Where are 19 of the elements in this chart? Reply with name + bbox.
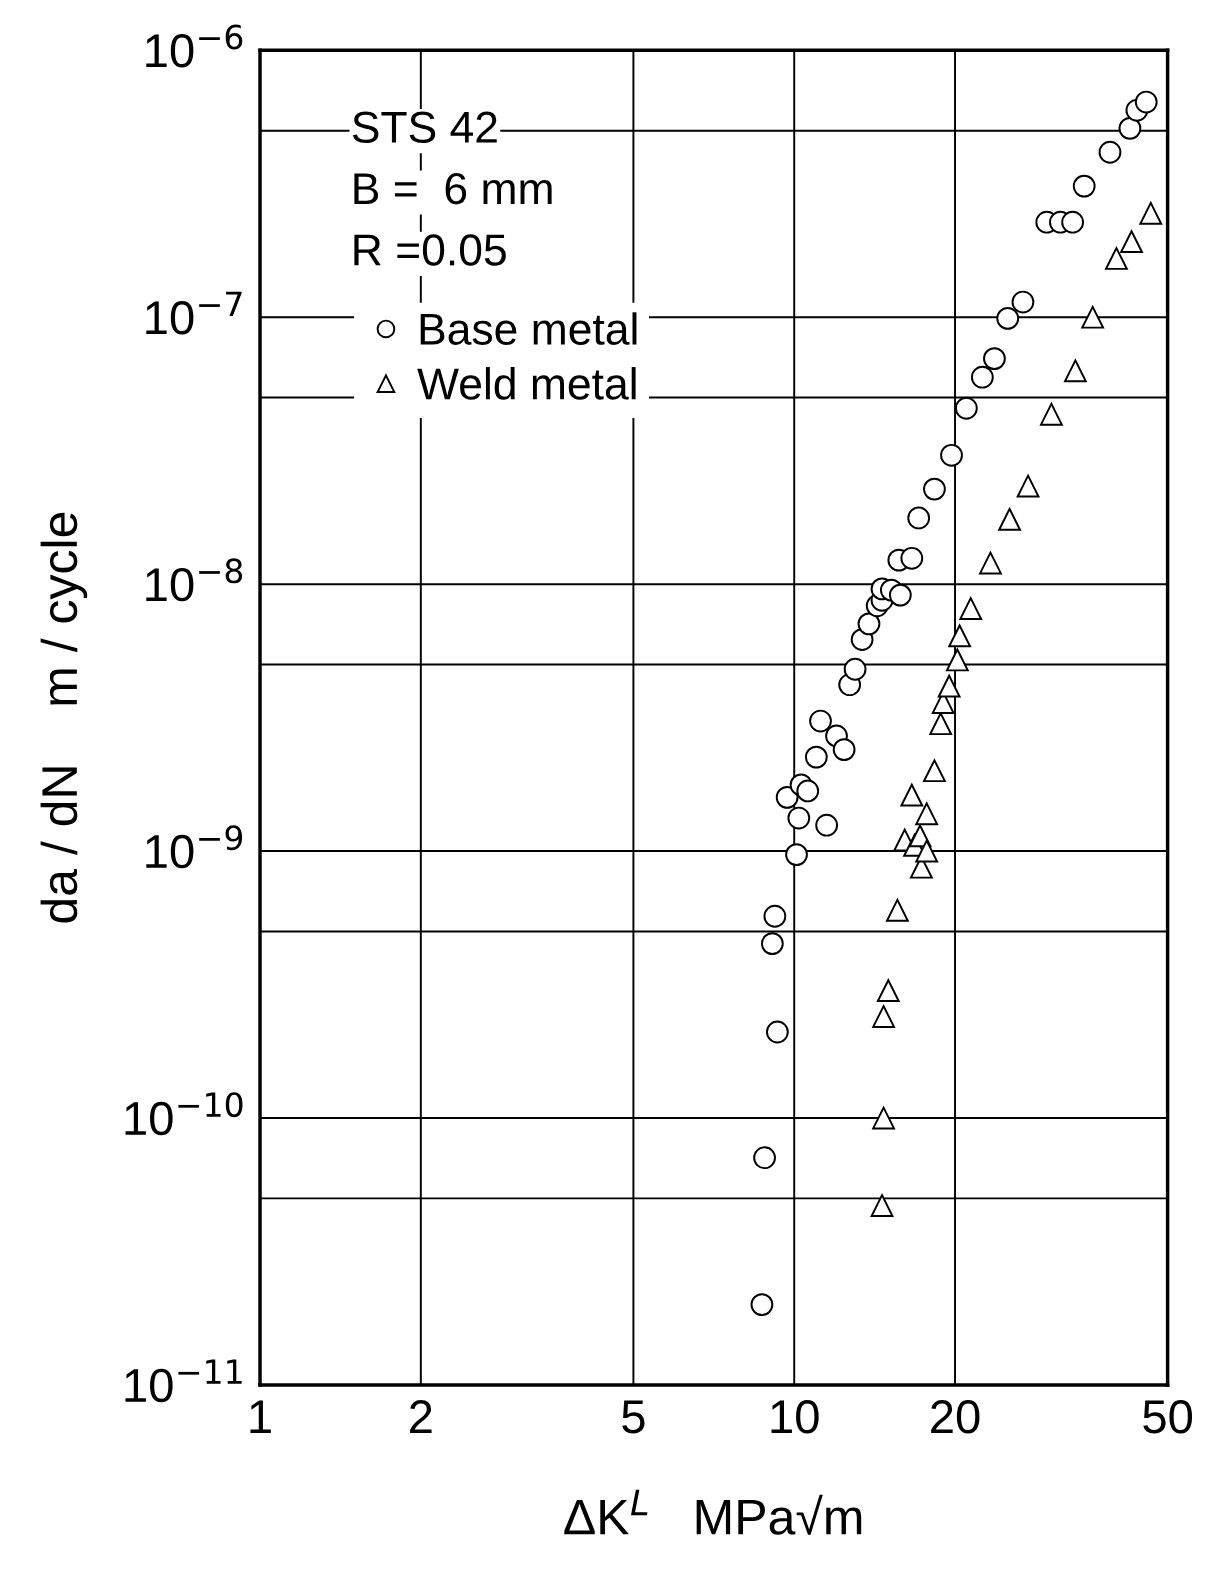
- y-tick-label: 10$^{−6}$: [146, 24, 243, 68]
- x-tick-label: 5: [622, 1400, 645, 1434]
- x-tick-label: 2: [410, 1400, 432, 1434]
- annotation: B = 6 mm: [354, 172, 552, 205]
- x-tick-label: 10: [771, 1400, 819, 1434]
- legend-label: Base metal: [420, 312, 637, 345]
- text: ΔK$^{L}$ MPa√m: [564, 1489, 862, 1535]
- x-tick-label: 50: [1143, 1400, 1193, 1434]
- y-axis-title: da / dN m / cycle: [40, 512, 88, 923]
- y-tick-label: 10$^{−9}$: [146, 825, 243, 869]
- annotation: R =0.05: [354, 234, 506, 266]
- y-tick-label: 10$^{−8}$: [146, 558, 243, 602]
- legend-label: Weld metal: [417, 367, 636, 400]
- y-tick-label: 10$^{−11}$: [125, 1359, 242, 1403]
- y-tick-label: 10$^{−7}$: [146, 291, 242, 335]
- annotation: STS 42: [352, 111, 497, 144]
- x-tick-label: 1: [250, 1400, 271, 1434]
- y-tick-label: 10$^{−10}$: [125, 1092, 243, 1136]
- x-tick-label: 20: [931, 1400, 980, 1434]
